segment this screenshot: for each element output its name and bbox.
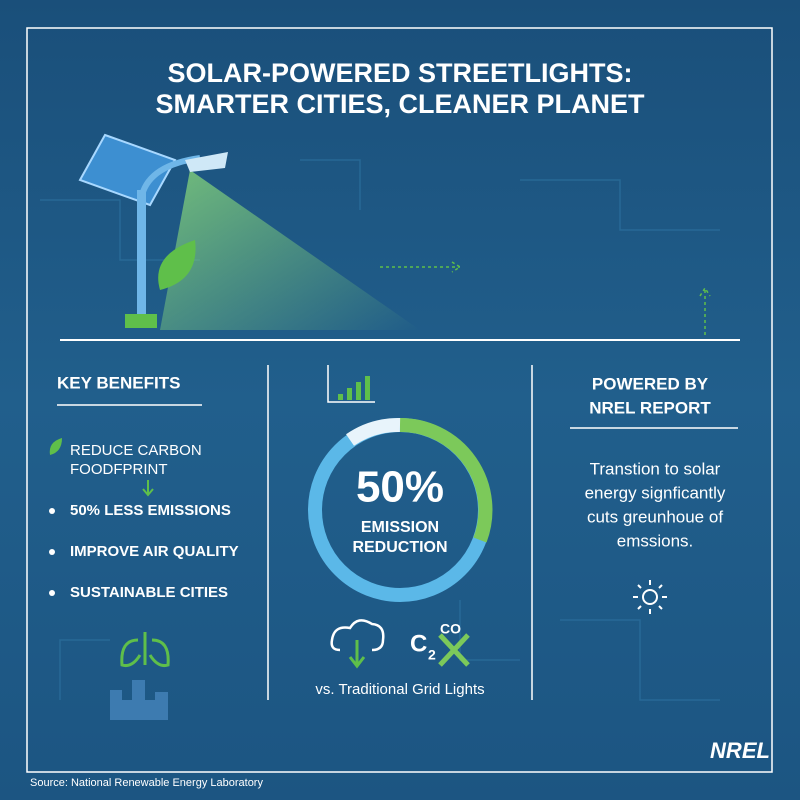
report-text: emssions. [617, 531, 694, 550]
co2-letter: C [410, 630, 427, 657]
caption: EMISSION [361, 519, 439, 536]
comparison: vs. Traditional Grid Lights [315, 681, 484, 698]
benefit-item: REDUCE CARBON [70, 442, 202, 459]
co2-subscript: 2 [428, 647, 436, 663]
big-figure: 50% [356, 463, 444, 512]
gauge-arc [399, 417, 493, 543]
bullet [49, 508, 55, 514]
source: Source: National Renewable Energy Labora… [30, 777, 263, 789]
lungs-icon [120, 632, 170, 667]
pole-base [125, 314, 157, 328]
report-heading: POWERED BY [592, 374, 709, 393]
benefit-item: 50% LESS EMISSIONS [70, 502, 231, 519]
report-heading: NREL REPORT [589, 398, 711, 417]
sun-icon [633, 580, 667, 614]
benefits-heading: KEY BENEFITS [57, 373, 180, 392]
chart-icon [327, 365, 375, 403]
light-beam [160, 170, 420, 330]
leaf-bullet [49, 438, 62, 455]
cloud-icon [330, 619, 385, 652]
benefit-item: IMPROVE AIR QUALITY [70, 543, 239, 560]
arrow-icon [348, 640, 366, 669]
report-text: cuts greunhoue of [587, 507, 723, 526]
arrows [380, 261, 711, 335]
title: SMARTER CITIES, CLEANER PLANET [155, 89, 645, 119]
report-text: energy signficantly [585, 483, 726, 502]
frame [26, 27, 773, 773]
report-text: Transtion to solar [590, 459, 721, 478]
solar-panel [78, 133, 177, 207]
arrow-icon [142, 480, 154, 497]
cross-icon [438, 633, 470, 667]
bullet [49, 549, 55, 555]
logo: NREL [710, 738, 770, 763]
leaf-icon [158, 240, 196, 290]
chart-icon-bars [338, 376, 370, 400]
lamp [185, 152, 228, 172]
city-icon [110, 680, 168, 720]
bullet [49, 590, 55, 596]
title: SOLAR-POWERED STREETLIGHTS: [168, 58, 633, 88]
caption: REDUCTION [352, 539, 447, 556]
co2-superscript: CO [440, 621, 461, 637]
pole [137, 190, 146, 320]
circuit-pattern [40, 159, 720, 701]
gauge-highlight [346, 418, 401, 446]
streetlight [78, 133, 420, 330]
benefit-item: FOODFPRINT [70, 461, 168, 478]
benefit-item: SUSTAINABLE CITIES [70, 584, 228, 601]
